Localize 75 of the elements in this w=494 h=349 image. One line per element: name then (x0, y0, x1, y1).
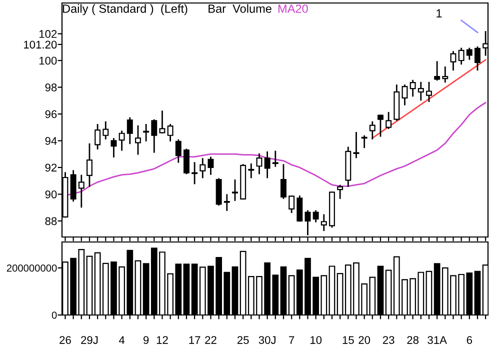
candlestick (312, 210, 319, 222)
candlestick (102, 121, 109, 140)
candlestick (118, 130, 125, 151)
x-tick-label: 6 (466, 336, 472, 344)
annotation: 1 (436, 9, 442, 18)
candlestick (159, 110, 166, 134)
x-tick-label: 9 (144, 336, 149, 344)
y-tick-label: 100 (39, 56, 57, 65)
x-tick-label: 23 (382, 336, 394, 344)
y-tick-label: 90 (45, 190, 57, 198)
x-tick-label: 31A (428, 336, 447, 344)
candlestick (126, 117, 133, 144)
x-tick-label: 26 (60, 336, 71, 344)
candlestick (320, 214, 327, 232)
x-tick-label: 28 (407, 336, 419, 344)
candlestick (264, 151, 270, 178)
candlestick (175, 139, 182, 163)
candlestick (458, 48, 464, 65)
x-tick-label: 22 (205, 336, 216, 344)
candlestick (361, 135, 368, 148)
candlestick (369, 121, 376, 140)
candlestick (192, 162, 198, 184)
y-tick-label: 96 (45, 110, 57, 118)
candlestick (86, 143, 92, 187)
candlestick (337, 184, 344, 199)
x-tick-label: 7 (289, 336, 294, 344)
chart-title: Daily ( Standard ) (Left) Bar Volume (62, 4, 272, 16)
candlestick (184, 148, 190, 174)
x-tick-label: 4 (118, 336, 125, 344)
x-tick-label: 15 (342, 336, 354, 344)
candlestick (94, 124, 101, 150)
candlestick (410, 80, 416, 97)
candlestick (288, 196, 295, 213)
candlestick (353, 132, 360, 158)
y-tick-label: 92 (45, 164, 57, 172)
candlestick (272, 150, 278, 167)
candlestick (248, 163, 254, 178)
x-tick-label: 10 (310, 336, 322, 344)
candlestick (224, 194, 230, 211)
y-tick-label: 88 (45, 217, 57, 226)
x-tick-label: 29J (81, 336, 98, 344)
candlestick (78, 174, 84, 208)
x-tick-label: 12 (156, 336, 168, 344)
candlestick (200, 158, 206, 178)
candlestick (280, 164, 286, 199)
candlestick (378, 114, 384, 137)
candlestick (418, 82, 424, 101)
candlestick (386, 112, 392, 129)
candlestick (232, 179, 238, 201)
candlestick (442, 66, 448, 83)
y-tick-label: 98 (45, 84, 57, 92)
candlestick (474, 46, 480, 71)
y-tick-label: 101.20 (24, 40, 57, 49)
y-tick-label: 0 (52, 312, 57, 319)
text: MA20 (278, 4, 308, 13)
candlestick (426, 82, 432, 102)
candlestick (208, 156, 214, 175)
candlestick (110, 138, 117, 158)
y-tick-label: 200000000 (6, 264, 57, 272)
candlestick (402, 84, 408, 106)
candlestick (135, 125, 141, 155)
candlestick (256, 153, 262, 174)
candlestick (434, 61, 440, 81)
x-tick-label: 17 (189, 336, 200, 344)
candlestick (167, 124, 174, 142)
x-tick-label: 25 (237, 336, 249, 344)
candlestick (143, 124, 150, 142)
candlestick (151, 119, 158, 153)
candlestick (296, 196, 303, 222)
x-tick-label: 30J (258, 336, 276, 344)
candlestick (450, 51, 456, 71)
y-tick-label: 94 (45, 136, 57, 145)
x-tick-label: 20 (358, 336, 370, 344)
candlestick (466, 48, 472, 60)
y-tick-label: 102 (39, 30, 57, 38)
